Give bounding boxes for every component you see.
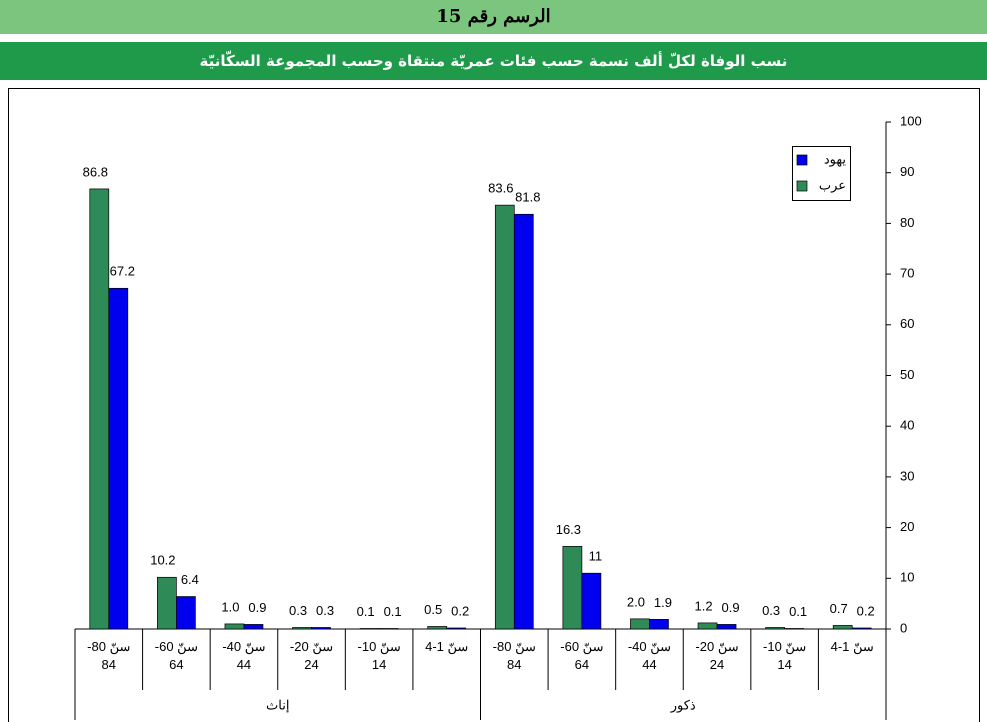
x-tick-label: سنّ 60-64 (560, 639, 604, 672)
value-label: 10.2 (150, 553, 175, 568)
x-tick-label: سنّ 10-14 (357, 639, 401, 672)
value-label: 67.2 (110, 264, 135, 279)
bar (513, 213, 534, 630)
y-tick-label: 10 (900, 570, 914, 585)
x-tick-label: سنّ 1-4 (425, 639, 469, 654)
y-tick-label: 30 (900, 468, 914, 483)
value-label: 6.4 (181, 572, 199, 587)
x-tick-label: سنّ 60-64 (154, 639, 198, 672)
value-label: 0.3 (762, 603, 780, 618)
x-tick-label: سنّ 1-4 (830, 639, 874, 654)
bar (157, 576, 177, 630)
bar (716, 624, 737, 630)
y-tick-label: 20 (900, 519, 914, 534)
y-tick-label: 80 (900, 215, 914, 230)
value-label: 0.7 (830, 601, 848, 616)
value-label: 1.0 (221, 599, 239, 614)
value-label: 1.9 (654, 595, 672, 610)
bar (243, 624, 264, 630)
y-tick-label: 70 (900, 266, 914, 281)
value-label: 0.2 (857, 603, 875, 618)
x-tick-label: سنّ 40-44 (222, 639, 266, 672)
bar (427, 626, 448, 630)
value-label: 0.9 (248, 600, 266, 615)
x-tick-label: سنّ 20-24 (695, 639, 739, 672)
bar (359, 628, 380, 630)
bar (581, 572, 602, 630)
value-label: 16.3 (556, 522, 581, 537)
y-tick-label: 90 (900, 164, 914, 179)
y-tick-label: 100 (900, 113, 922, 128)
x-tick-label: سنّ 20-24 (289, 639, 334, 672)
value-label: 0.9 (722, 600, 740, 615)
value-label: 81.8 (515, 190, 540, 205)
legend-label: عرب (819, 177, 846, 193)
value-label: 1.2 (695, 598, 713, 613)
x-tick-label: سنّ 80-84 (492, 639, 536, 672)
bar (562, 546, 583, 630)
value-label: 86.8 (83, 164, 108, 179)
value-label: 0.1 (357, 604, 375, 619)
bar (630, 618, 650, 630)
bar (784, 628, 804, 630)
value-label: 0.3 (289, 603, 307, 618)
value-label: 0.1 (384, 604, 402, 619)
bar (224, 623, 245, 630)
bar (446, 627, 467, 630)
group-label: ذكور (670, 697, 696, 713)
bar (108, 287, 129, 630)
y-tick-label: 0 (900, 620, 907, 635)
y-tick-label: 40 (900, 418, 914, 433)
bar (176, 596, 196, 630)
bar (89, 188, 110, 630)
legend-label: يهود (824, 151, 846, 167)
value-label: 0.1 (789, 604, 807, 619)
bar (378, 628, 399, 630)
frame (8, 88, 980, 722)
bar (765, 627, 785, 630)
title: الرسم رقم 15 (0, 0, 987, 34)
x-tick-label: سنّ 10-14 (763, 639, 807, 672)
group-label: إناث (266, 697, 289, 713)
bar (494, 204, 515, 630)
x-tick-label: سنّ 40-44 (627, 639, 672, 672)
value-label: 0.5 (424, 602, 442, 617)
bar (832, 625, 853, 630)
legend-swatch (796, 180, 808, 192)
bar (292, 627, 312, 630)
value-label: 83.6 (488, 181, 513, 196)
bar (697, 622, 718, 630)
value-label: 2.0 (627, 594, 645, 609)
bar (649, 619, 669, 630)
bar (311, 627, 331, 630)
y-tick-label: 50 (900, 367, 914, 382)
x-tick-label: سنّ 80-84 (87, 639, 131, 672)
value-label: 0.2 (451, 603, 469, 618)
y-tick-label: 60 (900, 316, 914, 331)
bar (851, 627, 872, 630)
value-label: 0.3 (316, 603, 334, 618)
value-label: 11 (589, 549, 603, 564)
legend-swatch (796, 154, 808, 166)
subtitle: نسب الوفاة لكلّ ألف نسمة حسب فئات عمريّة… (0, 42, 987, 80)
